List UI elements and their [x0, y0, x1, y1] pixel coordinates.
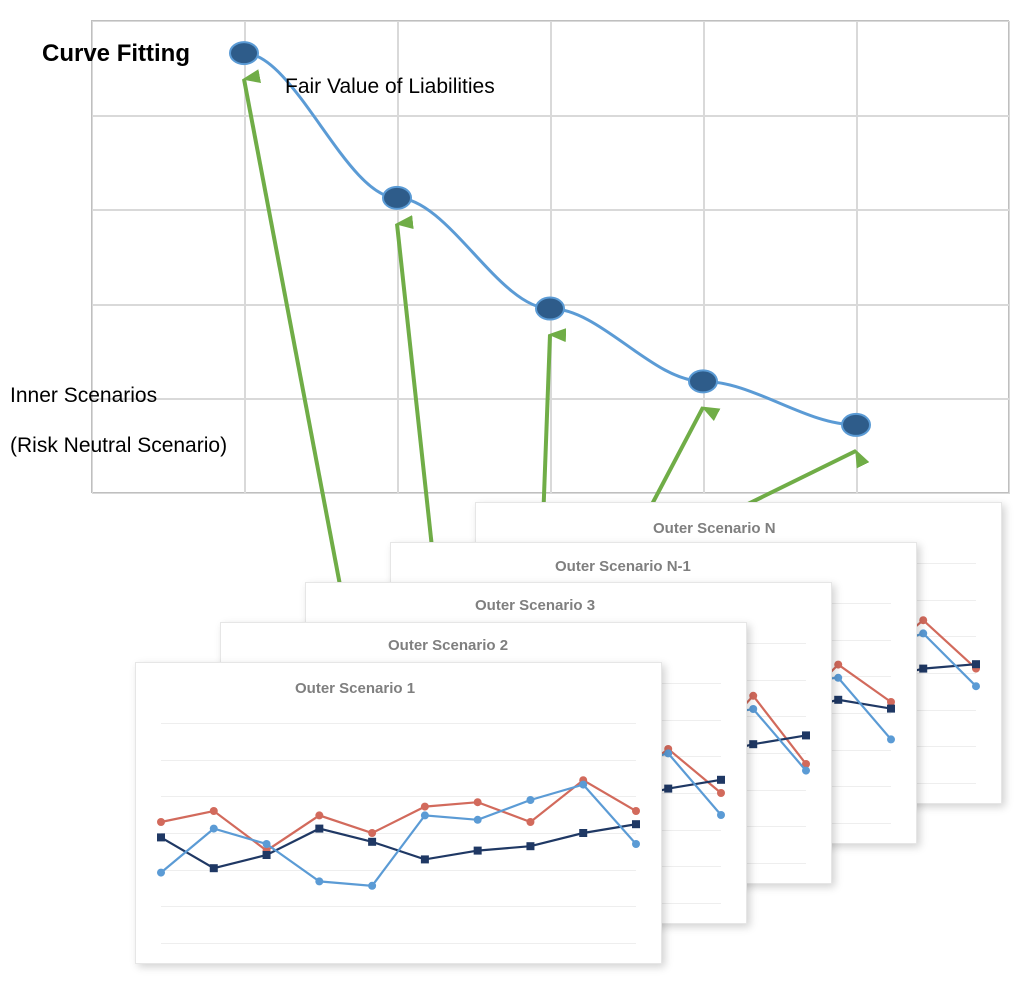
- grid-cell: [92, 210, 245, 305]
- series-marker: [368, 838, 376, 846]
- grid-cell: [245, 399, 398, 494]
- series-marker: [834, 674, 842, 682]
- series-marker: [919, 665, 927, 673]
- series-marker: [632, 840, 640, 848]
- series-marker: [210, 864, 218, 872]
- series-marker: [157, 869, 165, 877]
- series-marker: [802, 767, 810, 775]
- grid-cell: [398, 399, 551, 494]
- series-marker: [315, 811, 323, 819]
- series-marker: [717, 789, 725, 797]
- grid-cell: [857, 116, 1010, 211]
- series-marker: [632, 807, 640, 815]
- grid-cell: [92, 116, 245, 211]
- series-marker: [749, 705, 757, 713]
- grid-cell: [704, 399, 857, 494]
- series-marker: [421, 803, 429, 811]
- series-marker: [717, 811, 725, 819]
- series-marker: [749, 740, 757, 748]
- series-marker: [664, 749, 672, 757]
- series-marker: [802, 731, 810, 739]
- series-marker: [368, 882, 376, 890]
- grid-cell: [704, 305, 857, 400]
- label-risk-neutral: (Risk Neutral Scenario): [10, 434, 227, 458]
- series-marker: [919, 629, 927, 637]
- series-marker: [579, 829, 587, 837]
- grid-cell: [551, 116, 704, 211]
- series-marker: [474, 798, 482, 806]
- series-marker: [526, 842, 534, 850]
- grid-cell: [398, 305, 551, 400]
- grid-cell: [704, 21, 857, 116]
- grid-cell: [92, 21, 245, 116]
- series-line: [161, 785, 636, 886]
- series-marker: [664, 785, 672, 793]
- series-marker: [526, 796, 534, 804]
- series-marker: [579, 781, 587, 789]
- series-marker: [749, 692, 757, 700]
- series-marker: [368, 829, 376, 837]
- grid-cell: [245, 116, 398, 211]
- series-marker: [263, 851, 271, 859]
- grid-cell: [551, 305, 704, 400]
- scenario-label-3: Outer Scenario 3: [475, 597, 595, 614]
- title-curve-fitting: Curve Fitting: [42, 40, 190, 68]
- series-marker: [834, 696, 842, 704]
- series-marker: [632, 820, 640, 828]
- series-marker: [157, 833, 165, 841]
- series-marker: [834, 661, 842, 669]
- scenario-label-1: Outer Scenario 1: [295, 680, 415, 697]
- scenario-label-4: Outer Scenario N-1: [555, 558, 691, 575]
- grid-cell: [398, 210, 551, 305]
- series-marker: [210, 825, 218, 833]
- series-marker: [210, 807, 218, 815]
- grid-cell: [551, 210, 704, 305]
- grid-cell: [245, 21, 398, 116]
- grid-cell: [245, 210, 398, 305]
- grid-cell: [857, 210, 1010, 305]
- series-marker: [887, 735, 895, 743]
- grid-cell: [857, 399, 1010, 494]
- grid-cell: [704, 210, 857, 305]
- series-marker: [887, 705, 895, 713]
- series-marker: [972, 682, 980, 690]
- series-marker: [263, 840, 271, 848]
- series-marker: [315, 825, 323, 833]
- grid-cell: [245, 305, 398, 400]
- grid-cell: [704, 116, 857, 211]
- grid-cell: [398, 21, 551, 116]
- series-line: [161, 824, 636, 868]
- grid-cell: [857, 21, 1010, 116]
- series-marker: [157, 818, 165, 826]
- series-marker: [972, 660, 980, 668]
- series-marker: [421, 855, 429, 863]
- grid-cell: [551, 399, 704, 494]
- series-marker: [919, 616, 927, 624]
- grid-cell: [398, 116, 551, 211]
- grid-cell: [857, 305, 1010, 400]
- label-inner-scenarios: Inner Scenarios: [10, 384, 157, 408]
- series-marker: [474, 847, 482, 855]
- scenario-card-1: [135, 662, 662, 964]
- scenario-label-5: Outer Scenario N: [653, 520, 776, 537]
- series-marker: [526, 818, 534, 826]
- series-marker: [717, 776, 725, 784]
- series-marker: [474, 816, 482, 824]
- grid-cell: [551, 21, 704, 116]
- main-chart-frame: [91, 20, 1009, 493]
- label-fair-value: Fair Value of Liabilities: [285, 75, 495, 99]
- scenario-label-2: Outer Scenario 2: [388, 637, 508, 654]
- series-marker: [315, 877, 323, 885]
- series-marker: [421, 811, 429, 819]
